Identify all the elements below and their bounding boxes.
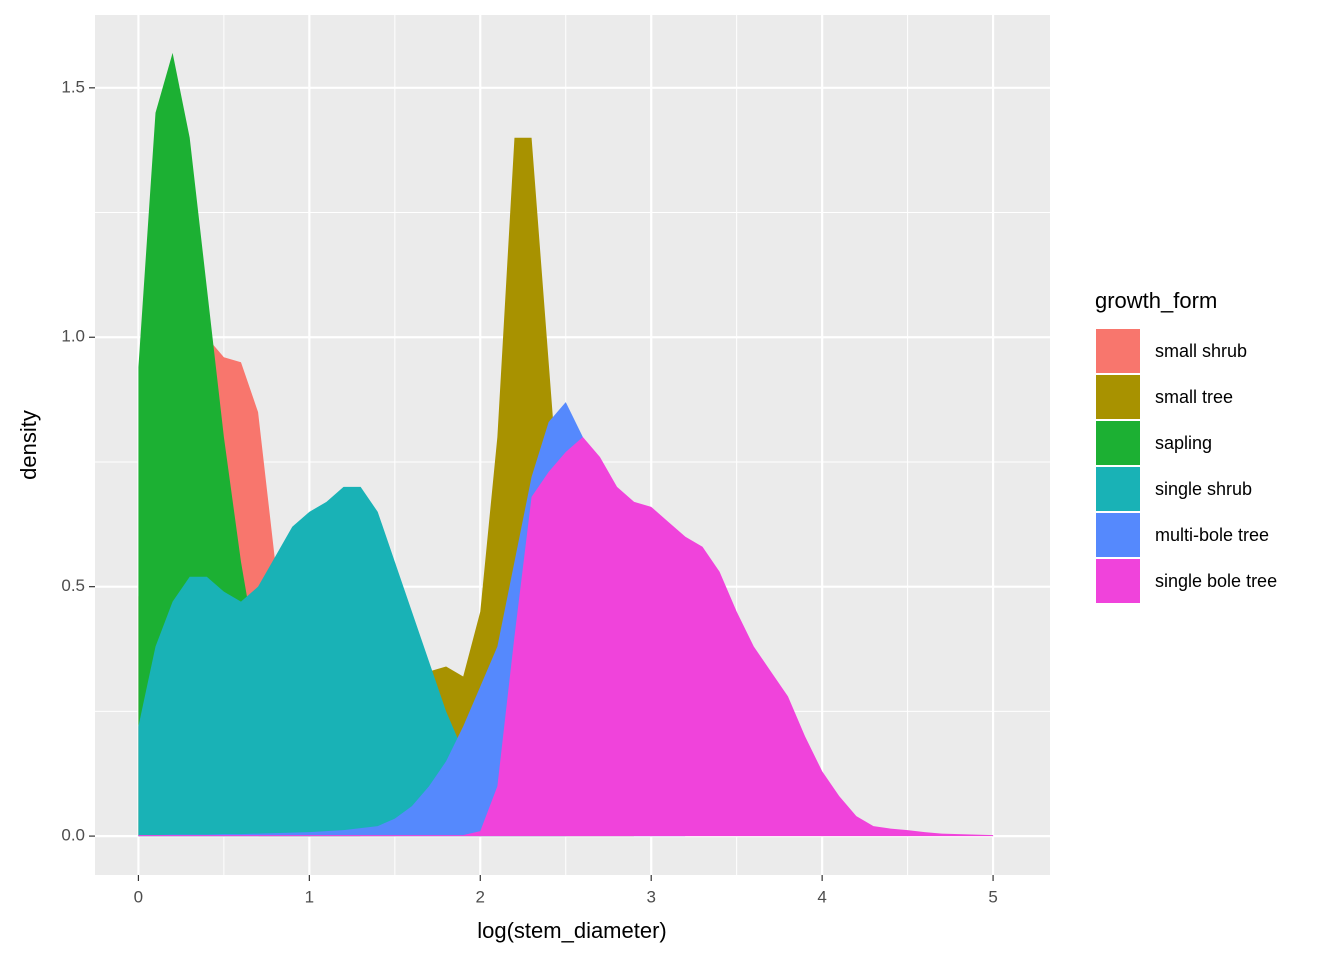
x-axis-title: log(stem_diameter) bbox=[477, 918, 667, 943]
legend-key bbox=[1096, 513, 1140, 557]
x-tick-label: 0 bbox=[134, 887, 143, 906]
density-area bbox=[138, 437, 994, 837]
legend-title: growth_form bbox=[1095, 288, 1217, 313]
legend-key bbox=[1096, 421, 1140, 465]
legend-label: sapling bbox=[1155, 433, 1212, 453]
x-tick-label: 5 bbox=[988, 887, 997, 906]
y-tick-label: 1.0 bbox=[61, 327, 85, 346]
y-tick-label: 1.5 bbox=[61, 77, 85, 96]
x-tick-label: 1 bbox=[305, 887, 314, 906]
areas bbox=[138, 52, 994, 837]
legend-key bbox=[1096, 559, 1140, 603]
legend-key bbox=[1096, 375, 1140, 419]
legend-label: small shrub bbox=[1155, 341, 1247, 361]
y-axis-title: density bbox=[16, 410, 41, 480]
x-tick-label: 4 bbox=[817, 887, 826, 906]
y-tick-label: 0.0 bbox=[61, 826, 85, 845]
legend-key bbox=[1096, 467, 1140, 511]
y-tick-label: 0.5 bbox=[61, 576, 85, 595]
legend-key bbox=[1096, 329, 1140, 373]
x-tick-label: 2 bbox=[476, 887, 485, 906]
density-area bbox=[138, 486, 994, 837]
legend-label: single shrub bbox=[1155, 479, 1252, 499]
x-tick-label: 3 bbox=[646, 887, 655, 906]
legend-label: single bole tree bbox=[1155, 571, 1277, 591]
legend-label: small tree bbox=[1155, 387, 1233, 407]
legend-label: multi-bole tree bbox=[1155, 525, 1269, 545]
